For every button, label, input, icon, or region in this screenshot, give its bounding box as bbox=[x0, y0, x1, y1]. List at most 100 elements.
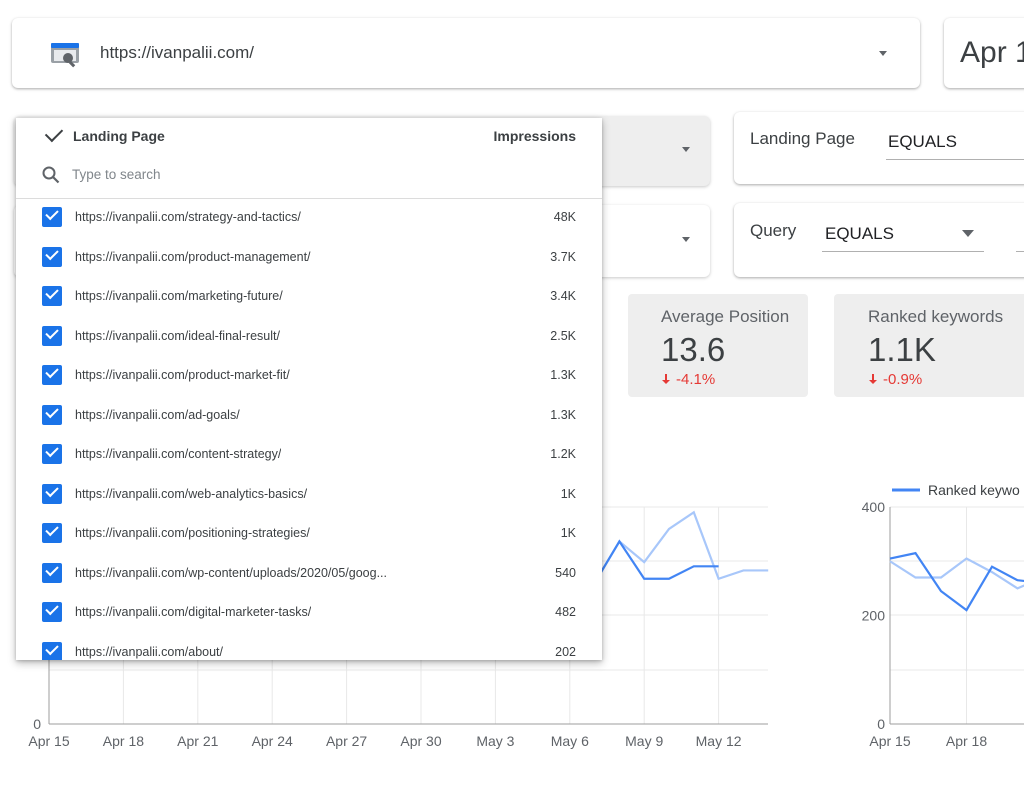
checkbox[interactable] bbox=[42, 286, 62, 306]
checkbox[interactable] bbox=[42, 562, 62, 583]
kpi-average-position bbox=[628, 294, 808, 397]
filter-landing-page[interactable] bbox=[734, 112, 1024, 184]
arrow-down-icon bbox=[662, 374, 670, 384]
checkbox[interactable] bbox=[42, 444, 62, 464]
filter-operator-select[interactable]: EQUALS bbox=[888, 132, 957, 151]
checkbox[interactable] bbox=[42, 325, 62, 346]
property-selector[interactable] bbox=[12, 18, 920, 88]
landing-page-url: https://ivanpalii.com/digital-marketer-t… bbox=[75, 605, 312, 619]
landing-page-url: https://ivanpalii.com/strategy-and-tacti… bbox=[75, 210, 301, 224]
filter-field-label: Landing Page bbox=[750, 129, 855, 148]
x-tick-label: May 9 bbox=[625, 733, 663, 749]
filter-operator-select[interactable]: EQUALS bbox=[825, 224, 894, 243]
search-console-icon bbox=[51, 43, 79, 68]
x-tick-label: May 3 bbox=[476, 733, 514, 749]
kpi-label: Average Position bbox=[661, 307, 790, 326]
impressions-value: 2.5K bbox=[550, 328, 576, 343]
series-line-current bbox=[593, 539, 719, 584]
landing-page-dropdown[interactable]: Landing Page Impressions https://ivanpal… bbox=[16, 118, 602, 660]
series-line-previous bbox=[889, 557, 1024, 590]
kpi-ranked-keywords bbox=[834, 294, 1024, 397]
list-item[interactable]: https://ivanpalii.com/web-analytics-basi… bbox=[16, 475, 602, 514]
arrow-down-icon bbox=[869, 374, 877, 384]
x-tick-label: May 6 bbox=[551, 733, 589, 749]
series-line-previous bbox=[593, 510, 769, 584]
impressions-value: 1.3K bbox=[550, 368, 576, 382]
landing-page-url: https://ivanpalii.com/ad-goals/ bbox=[75, 407, 240, 422]
series-line-current bbox=[889, 551, 1024, 612]
x-tick-label: Apr 15 bbox=[28, 733, 69, 749]
filter-query[interactable] bbox=[734, 203, 1024, 277]
landing-page-url: https://ivanpalii.com/about/ bbox=[75, 644, 223, 659]
chevron-down-icon[interactable] bbox=[682, 147, 690, 152]
kpi-label: Ranked keywords bbox=[868, 307, 1004, 326]
legend-label: Ranked keywo bbox=[928, 482, 1020, 498]
landing-page-url: https://ivanpalii.com/marketing-future/ bbox=[75, 289, 283, 303]
impressions-value: 1.3K bbox=[550, 407, 576, 422]
x-tick-label: Apr 15 bbox=[869, 733, 910, 749]
landing-page-url: https://ivanpalii.com/product-management… bbox=[75, 249, 311, 264]
list-item[interactable]: https://ivanpalii.com/product-management… bbox=[16, 238, 602, 277]
list-item[interactable]: https://ivanpalii.com/marketing-future/3… bbox=[16, 277, 602, 316]
checkbox[interactable] bbox=[42, 602, 62, 622]
kpi-value: 1.1K bbox=[868, 331, 936, 368]
search-input[interactable] bbox=[72, 167, 552, 182]
impressions-value: 1K bbox=[560, 526, 576, 540]
y-tick-label: 400 bbox=[862, 499, 886, 515]
dropdown-search bbox=[16, 156, 602, 199]
x-tick-label: Apr 18 bbox=[946, 733, 987, 749]
chevron-down-icon[interactable] bbox=[682, 237, 690, 242]
list-item[interactable]: https://ivanpalii.com/digital-marketer-t… bbox=[16, 593, 602, 632]
impressions-value: 482 bbox=[555, 605, 576, 619]
checkbox[interactable] bbox=[42, 641, 62, 660]
kpi-change: -0.9% bbox=[883, 371, 923, 388]
list-item[interactable]: https://ivanpalii.com/content-strategy/1… bbox=[16, 435, 602, 474]
dimension-label: Landing Page bbox=[73, 128, 165, 144]
x-tick-label: Apr 24 bbox=[252, 733, 293, 749]
property-url: https://ivanpalii.com/ bbox=[100, 43, 255, 62]
x-tick-label: Apr 18 bbox=[103, 733, 144, 749]
dropdown-header: Landing Page Impressions bbox=[16, 118, 602, 154]
impressions-value: 540 bbox=[555, 565, 576, 580]
checkbox[interactable] bbox=[42, 523, 62, 543]
landing-page-url: https://ivanpalii.com/content-strategy/ bbox=[75, 447, 282, 461]
impressions-value: 3.7K bbox=[550, 249, 576, 264]
checkbox[interactable] bbox=[42, 246, 62, 267]
list-item[interactable]: https://ivanpalii.com/ideal-final-result… bbox=[16, 317, 602, 356]
checkbox[interactable] bbox=[42, 207, 62, 227]
date-range-selector[interactable] bbox=[944, 18, 1024, 88]
checkbox[interactable] bbox=[42, 365, 62, 385]
impressions-value: 48K bbox=[553, 210, 576, 224]
metric-label: Impressions bbox=[493, 128, 576, 144]
filter-field-label: Query bbox=[750, 221, 797, 240]
kpi-value: 13.6 bbox=[661, 331, 726, 368]
list-item[interactable]: https://ivanpalii.com/strategy-and-tacti… bbox=[16, 198, 602, 237]
list-item[interactable]: https://ivanpalii.com/ad-goals/1.3K bbox=[16, 396, 602, 435]
x-tick-label: Apr 21 bbox=[177, 733, 218, 749]
x-tick-label: May 12 bbox=[696, 733, 742, 749]
x-tick-label: Apr 27 bbox=[326, 733, 367, 749]
y-tick-label: 0 bbox=[33, 716, 41, 732]
impressions-value: 202 bbox=[555, 644, 576, 659]
chevron-down-icon[interactable] bbox=[962, 230, 974, 237]
chevron-down-icon[interactable] bbox=[879, 51, 887, 56]
checkbox[interactable] bbox=[42, 404, 62, 425]
landing-page-url: https://ivanpalii.com/positioning-strate… bbox=[75, 526, 310, 540]
impressions-value: 1K bbox=[560, 486, 576, 501]
checkbox[interactable] bbox=[42, 483, 62, 504]
list-item[interactable]: https://ivanpalii.com/wp-content/uploads… bbox=[16, 554, 602, 593]
kpi-change: -4.1% bbox=[676, 371, 716, 388]
search-icon bbox=[42, 166, 60, 184]
landing-page-url: https://ivanpalii.com/ideal-final-result… bbox=[75, 328, 280, 343]
select-all-check-icon[interactable] bbox=[44, 123, 64, 143]
list-item[interactable]: https://ivanpalii.com/product-market-fit… bbox=[16, 356, 602, 395]
list-item[interactable]: https://ivanpalii.com/positioning-strate… bbox=[16, 514, 602, 553]
y-tick-label: 0 bbox=[877, 716, 885, 732]
list-item[interactable]: https://ivanpalii.com/about/202 bbox=[16, 633, 602, 660]
landing-page-url: https://ivanpalii.com/product-market-fit… bbox=[75, 368, 290, 382]
y-tick-label: 200 bbox=[862, 608, 886, 624]
impressions-value: 1.2K bbox=[550, 447, 576, 461]
date-range-label: Apr 1 bbox=[960, 36, 1024, 69]
impressions-value: 3.4K bbox=[550, 289, 576, 303]
